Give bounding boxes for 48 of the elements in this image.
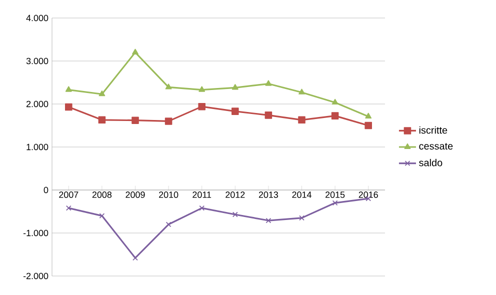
x-tick-label: 2008 — [92, 192, 112, 198]
x-tick-label: 2011 — [192, 192, 212, 198]
legend-label: cessate — [419, 143, 453, 150]
point — [65, 86, 72, 92]
x-tick-label: 2007 — [59, 192, 78, 198]
x-tick-label: 2014 — [292, 192, 312, 198]
y-tick-label: 2.000 — [26, 100, 48, 108]
y-tick-label: -2.000 — [23, 272, 48, 280]
point — [98, 90, 106, 96]
x-tick-label: 2010 — [159, 192, 178, 198]
point — [98, 116, 106, 124]
x-tick-label: 2016 — [358, 192, 378, 198]
legend-label: iscritte — [419, 126, 448, 134]
point — [199, 205, 205, 211]
legend-label: saldo — [419, 158, 442, 166]
point — [232, 212, 238, 218]
point — [198, 86, 206, 92]
point — [298, 88, 305, 94]
x-tick-label: 2012 — [226, 192, 245, 198]
point — [331, 112, 339, 120]
point — [264, 112, 272, 119]
point — [265, 80, 272, 86]
point — [232, 108, 239, 115]
point — [166, 222, 172, 228]
y-tick-label: -1.000 — [23, 230, 48, 236]
point — [364, 122, 372, 130]
point — [132, 116, 139, 124]
point — [65, 103, 72, 111]
y-tick-label: 4.000 — [26, 14, 48, 22]
point — [298, 116, 306, 124]
x-tick-label: 2013 — [258, 192, 278, 198]
point — [266, 218, 272, 224]
point — [198, 102, 206, 110]
y-tick-label: 1.000 — [26, 144, 48, 150]
point — [132, 48, 138, 54]
point — [332, 200, 338, 206]
x-tick-label: 2015 — [326, 192, 345, 198]
point — [165, 84, 172, 90]
point — [299, 215, 304, 221]
point — [232, 84, 238, 90]
point — [164, 118, 172, 125]
point — [332, 98, 338, 105]
point — [66, 205, 72, 211]
x-tick-label: 2009 — [126, 192, 145, 198]
point — [365, 112, 372, 119]
y-tick-label: 3.000 — [26, 58, 48, 64]
point — [99, 213, 105, 219]
y-tick-label: 0 — [44, 186, 48, 194]
